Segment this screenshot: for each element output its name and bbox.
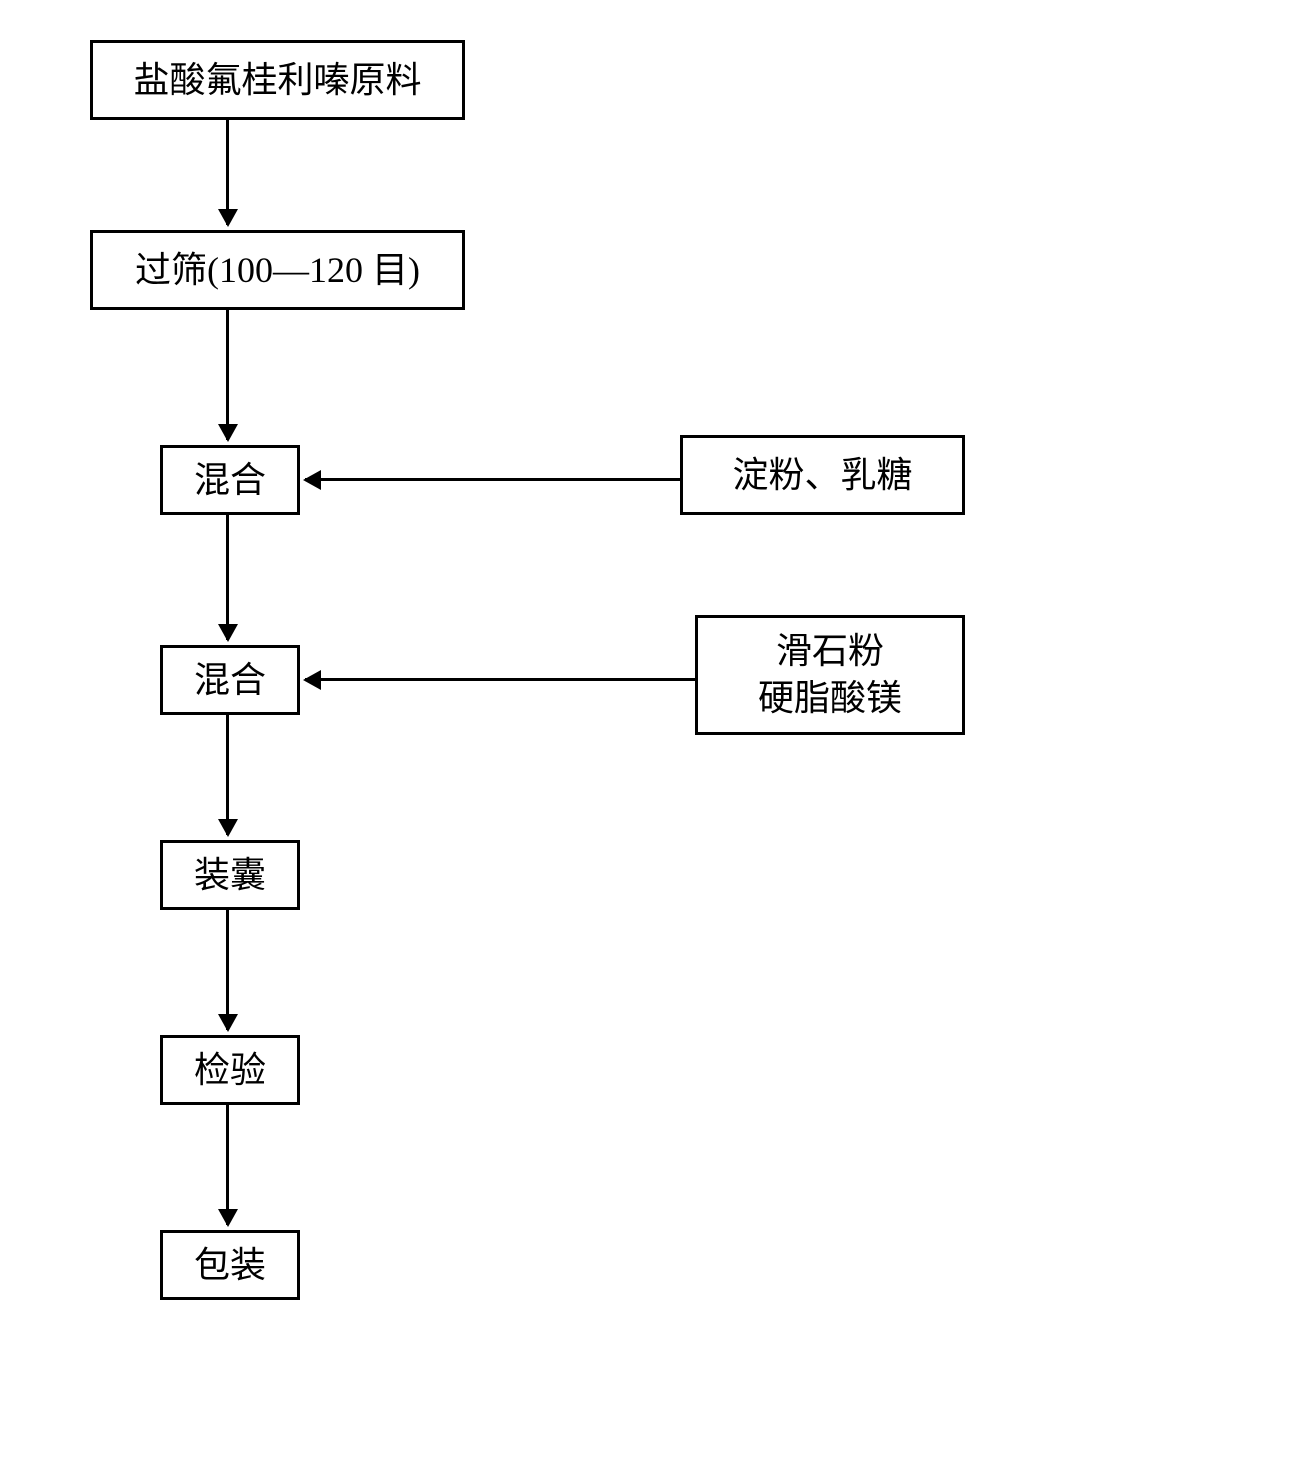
arrow-down	[226, 1105, 229, 1225]
node-label: 检验	[194, 1047, 266, 1094]
node-label: 过筛(100—120 目)	[135, 247, 420, 294]
node-package: 包装	[160, 1230, 300, 1300]
node-label: 混合	[194, 657, 266, 704]
arrow-left	[305, 678, 695, 681]
node-label: 装囊	[194, 852, 266, 899]
arrow-down	[226, 310, 229, 440]
node-label: 盐酸氟桂利嗪原料	[133, 57, 421, 104]
arrow-down	[226, 715, 229, 835]
node-inspect: 检验	[160, 1035, 300, 1105]
node-starch-lactose: 淀粉、乳糖	[680, 435, 965, 515]
node-label: 滑石粉 硬脂酸镁	[758, 628, 902, 722]
node-talc-mgstearate: 滑石粉 硬脂酸镁	[695, 615, 965, 735]
node-label: 包装	[194, 1242, 266, 1289]
node-raw-material: 盐酸氟桂利嗪原料	[90, 40, 465, 120]
flowchart-container: 盐酸氟桂利嗪原料 过筛(100—120 目) 混合 淀粉、乳糖 混合 滑石粉 硬…	[60, 40, 1252, 1440]
arrow-down	[226, 120, 229, 225]
node-label: 混合	[194, 457, 266, 504]
node-mix-1: 混合	[160, 445, 300, 515]
arrow-down	[226, 910, 229, 1030]
arrow-left	[305, 478, 680, 481]
node-label: 淀粉、乳糖	[732, 452, 912, 499]
node-fill-capsule: 装囊	[160, 840, 300, 910]
node-sieve: 过筛(100—120 目)	[90, 230, 465, 310]
node-mix-2: 混合	[160, 645, 300, 715]
arrow-down	[226, 515, 229, 640]
